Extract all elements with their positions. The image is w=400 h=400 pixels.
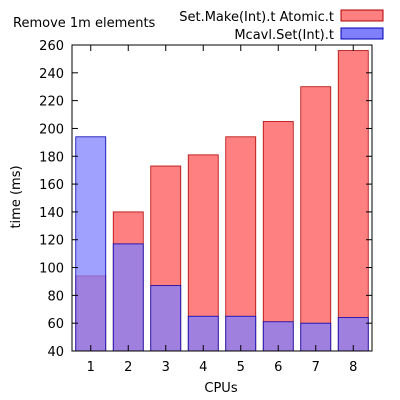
- y-tick-label: 160: [39, 178, 64, 193]
- bar-series-2: [75, 136, 107, 352]
- legend-label: Set.Make(Int).t Atomic.t: [179, 10, 334, 25]
- y-tick-label: 220: [39, 95, 64, 110]
- y-tick-label: 80: [47, 289, 64, 304]
- y-axis-label: time (ms): [9, 165, 24, 228]
- y-tick-label: 60: [47, 317, 64, 332]
- y-tick-label: 140: [39, 206, 64, 221]
- legend: Set.Make(Int).t Atomic.t Mcavl.Set(Int).t: [179, 9, 384, 43]
- y-tick-label: 180: [39, 150, 64, 165]
- bar-series-1: [337, 50, 369, 352]
- y-tick-label: 260: [39, 39, 64, 54]
- y-tick-label: 100: [39, 262, 64, 277]
- axes-layer: 40 60 80 100 120 140 160 180 200 220 240 260 1 2 3 4 5 6 7…: [39, 39, 373, 375]
- bars-layer: [75, 50, 369, 352]
- legend-swatch: [340, 27, 384, 40]
- x-tick-label: 1: [87, 360, 95, 375]
- x-tick-label: 4: [199, 360, 207, 375]
- bar-series-1: [262, 121, 294, 352]
- bar-series-2: [112, 243, 144, 352]
- y-tick-label: 200: [39, 122, 64, 137]
- x-tick-label: 2: [124, 360, 132, 375]
- x-axis-label: CPUs: [204, 381, 237, 396]
- x-tick-label: 3: [162, 360, 170, 375]
- plot-frame: [71, 44, 373, 352]
- legend-label: Mcavl.Set(Int).t: [234, 28, 334, 43]
- y-tick-label: 240: [39, 67, 64, 82]
- x-tick-label: 8: [349, 360, 357, 375]
- chart-title: Remove 1m elements: [13, 16, 156, 31]
- legend-swatch: [340, 9, 384, 22]
- bar-series-2: [150, 285, 182, 352]
- y-tick-label: 120: [39, 234, 64, 249]
- y-tick-label: 40: [47, 345, 64, 360]
- bar-series-1: [300, 86, 332, 352]
- x-tick-label: 5: [237, 360, 245, 375]
- x-tick-label: 7: [312, 360, 320, 375]
- x-tick-label: 6: [274, 360, 282, 375]
- bar-series-1: [225, 136, 257, 352]
